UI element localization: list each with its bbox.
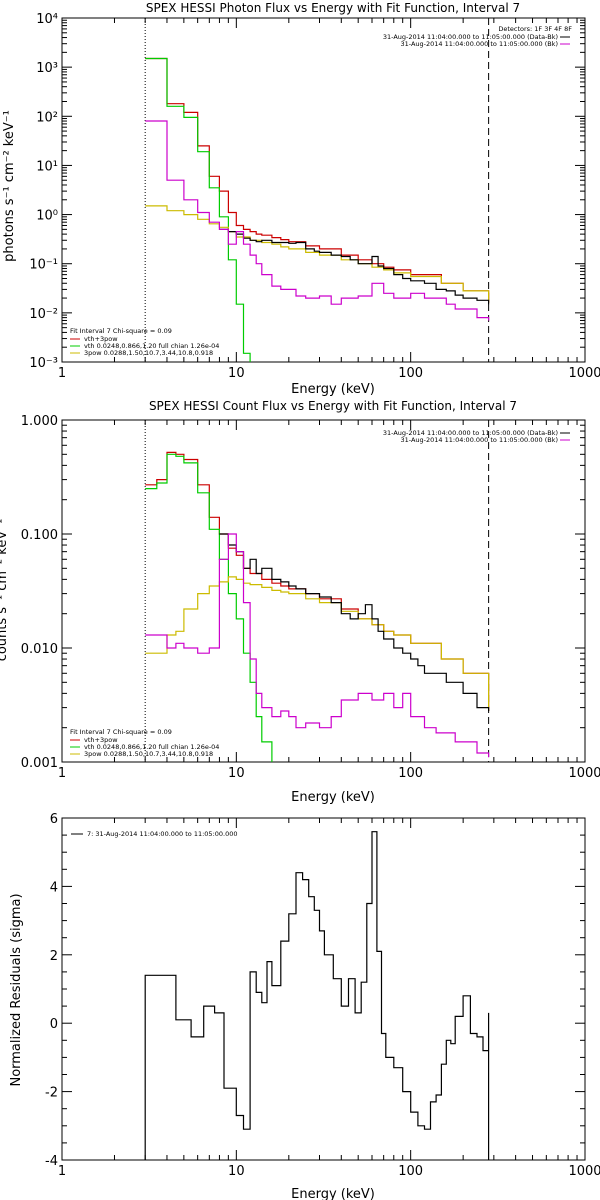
series-line-vth xyxy=(145,453,273,762)
plot-frame xyxy=(61,17,586,363)
x-tick-label: 100 xyxy=(398,366,423,381)
y-tick-label: 10⁰ xyxy=(36,209,58,224)
x-tick-label: 1 xyxy=(58,366,66,381)
series-line-3pow xyxy=(145,205,490,303)
photon-legend-bk: 31-Aug-2014 11:04:00.000 to 11:05:00.000… xyxy=(401,40,558,48)
y-tick-label: 0.010 xyxy=(21,642,58,657)
residuals-legend: 7: 31-Aug-2014 11:04:00.000 to 11:05:00.… xyxy=(71,830,238,838)
photon-flux-legend-top: Detectors: 1F 3F 4F 8F 31-Aug-2014 11:04… xyxy=(383,25,572,48)
count-flux-panel: SPEX HESSI Count Flux vs Energy with Fit… xyxy=(0,399,600,805)
y-tick-label: 0.100 xyxy=(21,528,58,543)
y-tick-label: -4 xyxy=(45,1154,58,1169)
x-tick-label: 1000 xyxy=(568,1164,600,1179)
x-tick-label: 10 xyxy=(228,366,245,381)
plot-frame xyxy=(61,817,586,1161)
count-flux-legend-top: 31-Aug-2014 11:04:00.000 to 11:05:00.000… xyxy=(383,429,570,444)
series-line-bk xyxy=(145,120,490,321)
count-flux-plot-area: 1 10 100 1000 0.001 0.010 0.100 1.000 xyxy=(21,414,600,781)
series-group xyxy=(145,57,490,362)
y-tick-label: 10² xyxy=(36,110,58,125)
count-legend-bk: 31-Aug-2014 11:04:00.000 to 11:05:00.000… xyxy=(401,436,558,444)
y-tick-label: 4 xyxy=(50,880,58,895)
y-tick-label: 1.000 xyxy=(21,414,58,429)
photon-legend-3pow: 3pow 0.0288,1.50,10.7,3.44,10.8,0.918 xyxy=(84,349,213,357)
series-group xyxy=(144,831,490,1160)
y-tick-label: -2 xyxy=(45,1086,58,1101)
photon-legend-vth3pow: vth+3pow xyxy=(84,335,118,343)
x-tick-label: 1 xyxy=(58,766,66,781)
photon-legend-vth: vth 0.0248,0.866,1.20 full chian 1.26e-0… xyxy=(84,342,219,350)
x-tick-label: 100 xyxy=(398,766,423,781)
series-line-databk xyxy=(219,228,490,305)
y-tick-label: 10⁻³ xyxy=(29,356,58,371)
photon-flux-legend-bottom: Fit Interval 7 Chi-square = 0.09 vth+3po… xyxy=(70,327,219,357)
x-tick-label: 10 xyxy=(228,766,245,781)
y-tick-label: 10⁴ xyxy=(36,12,58,27)
photon-legend-detectors: Detectors: 1F 3F 4F 8F xyxy=(498,25,572,33)
count-legend-vth: vth 0.0248,0.866,1.20 full chian 1.26e-0… xyxy=(84,743,219,751)
y-tick-label: 0 xyxy=(50,1017,58,1032)
count-flux-legend-bottom: Fit Interval 7 Chi-square = 0.09 vth+3po… xyxy=(70,728,219,758)
y-tick-label: 2 xyxy=(50,949,58,964)
y-tick-label: 10⁻¹ xyxy=(29,258,58,273)
photon-flux-plot-area: 1 10 100 1000 10⁻³ 10⁻² 10⁻¹ 10⁰ 10¹ 10² 10³ 10⁴ xyxy=(29,12,600,381)
series-line-bk xyxy=(145,533,490,758)
y-tick-label: 10¹ xyxy=(36,159,58,174)
count-legend-fit: Fit Interval 7 Chi-square = 0.09 xyxy=(70,728,172,736)
residuals-panel: Energy (keV) Normalized Residuals (sigma… xyxy=(9,812,600,1200)
series-line-3pow xyxy=(145,576,490,711)
series-line-vth+3pow xyxy=(145,57,490,303)
residuals-ylabel: Normalized Residuals (sigma) xyxy=(9,893,24,1086)
series-line-databk xyxy=(219,533,490,711)
x-tick-label: 1 xyxy=(58,1164,66,1179)
residuals-plot-area: 1 10 100 1000 -4 -2 0 2 4 6 xyxy=(45,812,600,1179)
x-tick-label: 10 xyxy=(228,1164,245,1179)
x-tick-label: 1000 xyxy=(568,366,600,381)
photon-legend-fit: Fit Interval 7 Chi-square = 0.09 xyxy=(70,327,172,335)
residuals-xlabel: Energy (keV) xyxy=(291,1187,375,1200)
series-line-vth+3pow xyxy=(145,451,490,711)
y-tick-label: 6 xyxy=(50,812,58,827)
residuals-legend-entry: 7: 31-Aug-2014 11:04:00.000 to 11:05:00.… xyxy=(87,830,238,838)
photon-legend-data-bk: 31-Aug-2014 11:04:00.000 to 11:05:00.000… xyxy=(383,33,558,41)
count-legend-vth3pow: vth+3pow xyxy=(84,736,118,744)
plot-frame xyxy=(61,419,586,763)
x-tick-label: 1000 xyxy=(568,766,600,781)
series-group xyxy=(145,451,490,762)
photon-flux-title: SPEX HESSI Photon Flux vs Energy with Fi… xyxy=(146,1,520,15)
photon-flux-panel: SPEX HESSI Photon Flux vs Energy with Fi… xyxy=(2,1,600,397)
count-flux-ylabel: counts s⁻¹ cm⁻² keV⁻¹ xyxy=(0,519,10,662)
photon-flux-xlabel: Energy (keV) xyxy=(291,382,375,397)
series-line-7 xyxy=(144,831,490,1160)
count-legend-data-bk: 31-Aug-2014 11:04:00.000 to 11:05:00.000… xyxy=(383,429,558,437)
y-tick-label: 10³ xyxy=(36,61,58,76)
count-flux-title: SPEX HESSI Count Flux vs Energy with Fit… xyxy=(149,399,517,413)
x-tick-label: 100 xyxy=(398,1164,423,1179)
count-legend-3pow: 3pow 0.0288,1.50,10.7,3.44,10.8,0.918 xyxy=(84,750,213,758)
y-tick-label: 0.001 xyxy=(21,756,58,771)
photon-flux-ylabel: photons s⁻¹ cm⁻² keV⁻¹ xyxy=(2,110,17,262)
series-line-vth xyxy=(145,57,251,362)
count-flux-xlabel: Energy (keV) xyxy=(291,790,375,805)
y-tick-label: 10⁻² xyxy=(29,307,58,322)
